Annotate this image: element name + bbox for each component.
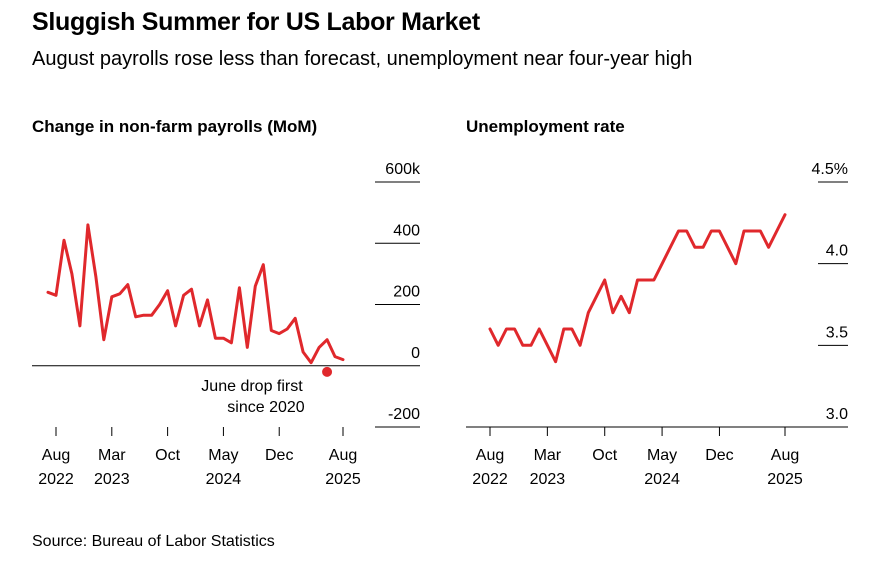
page-subtitle: August payrolls rose less than forecast,…: [32, 48, 693, 70]
x-tick-label: Dec: [265, 447, 293, 464]
x-tick-label: Aug: [42, 447, 70, 464]
series-line: [46, 223, 345, 365]
x-tick-label: Aug: [476, 447, 504, 464]
unemployment-chart: Unemployment rate 4.5% 4.0 3.5 3.0 Aug 2022 Ma…: [466, 117, 848, 488]
x-tick-label: Oct: [592, 447, 617, 464]
y-tick-label: 200: [393, 284, 420, 301]
x-tick-label: 2023: [94, 471, 130, 488]
x-tick-label: Mar: [534, 447, 562, 464]
unemployment-chart-title: Unemployment rate: [466, 117, 625, 136]
y-tick-label: 4.0: [826, 243, 848, 260]
x-tick-label: Mar: [98, 447, 126, 464]
x-tick-label: 2025: [767, 471, 803, 488]
y-tick-label: 4.5%: [812, 161, 848, 178]
payrolls-chart: Change in non-farm payrolls (MoM) 600k 40…: [32, 117, 421, 488]
x-tick-label: 2022: [38, 471, 74, 488]
x-tick-label: Aug: [771, 447, 799, 464]
y-tick-label: -200: [388, 406, 420, 423]
x-tick-label: 2024: [644, 471, 680, 488]
x-tick-label: Dec: [705, 447, 733, 464]
x-tick-label: 2022: [472, 471, 508, 488]
y-tick-label: 3.0: [826, 406, 848, 423]
y-tick-label: 3.5: [826, 324, 848, 341]
series-line: [488, 213, 787, 364]
x-tick-label: May: [208, 447, 238, 464]
annotation-marker: [322, 366, 333, 377]
y-tick-label: 600k: [385, 161, 421, 178]
payrolls-chart-title: Change in non-farm payrolls (MoM): [32, 117, 317, 136]
y-tick-label: 400: [393, 222, 420, 239]
annotation-label: June drop first since 2020: [201, 378, 304, 416]
page-title: Sluggish Summer for US Labor Market: [32, 8, 480, 36]
source-note: Source: Bureau of Labor Statistics: [32, 533, 275, 550]
x-tick-label: Aug: [329, 447, 357, 464]
y-tick-label: 0: [411, 345, 420, 362]
x-tick-label: 2025: [325, 471, 361, 488]
x-tick-label: 2023: [530, 471, 566, 488]
x-tick-label: May: [647, 447, 677, 464]
x-tick-label: 2024: [206, 471, 242, 488]
x-tick-label: Oct: [155, 447, 180, 464]
